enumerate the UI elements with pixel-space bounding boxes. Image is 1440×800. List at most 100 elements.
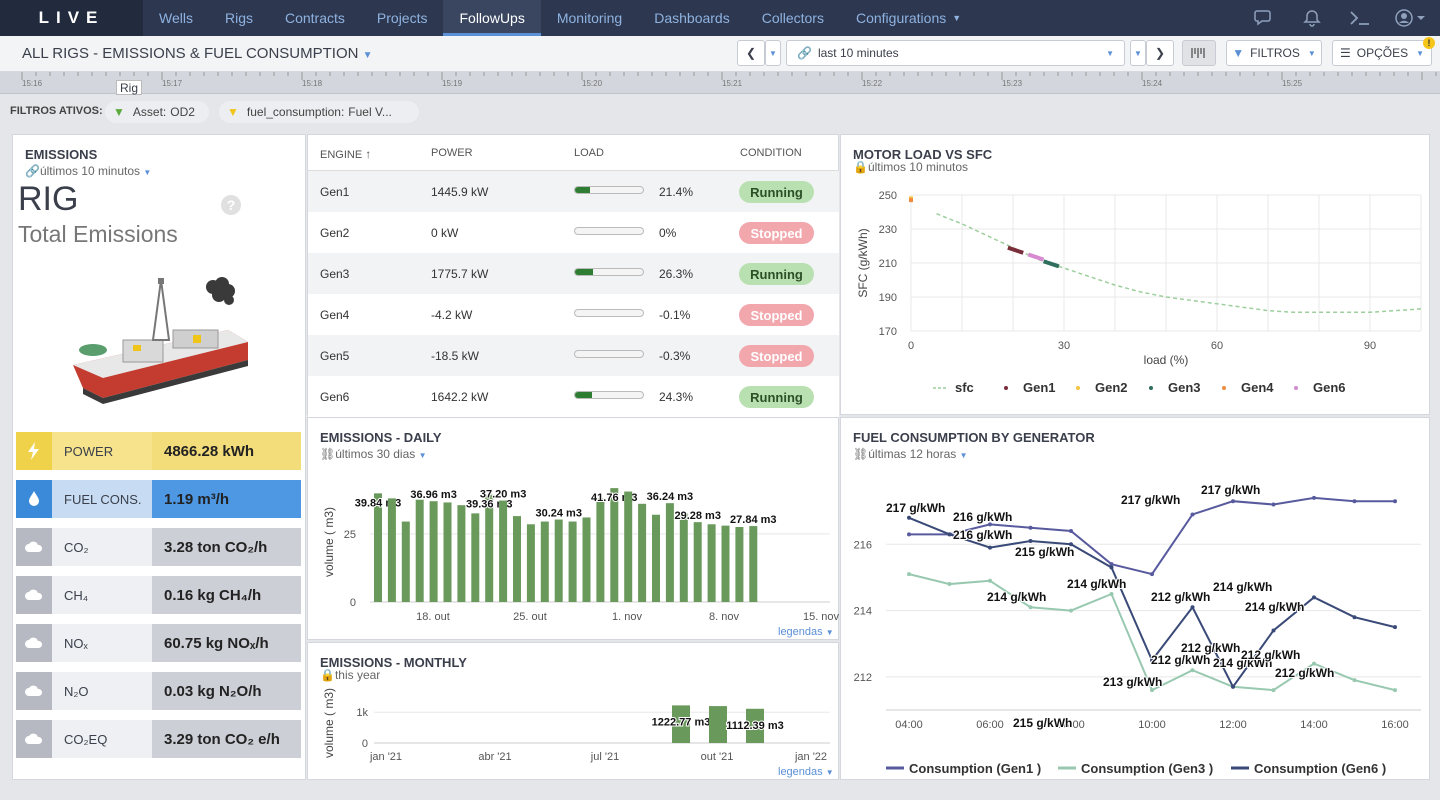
active-filters-label: FILTROS ATIVOS: [10, 105, 103, 117]
y-tick-label: 216 [854, 539, 872, 551]
engine-row[interactable]: Gen4 -4.2 kW -0.1% Stopped [308, 294, 839, 335]
x-tick-label: 1. nov [612, 611, 642, 623]
x-tick-label: 06:00 [976, 719, 1004, 731]
x-tick-label: abr '21 [478, 751, 511, 763]
emission-value: 3.28 ton CO₂/h [152, 528, 301, 566]
legend-marker [1149, 386, 1153, 390]
emission-row-co2eq: CO₂EQ 3.29 ton CO₂ e/h [16, 720, 301, 758]
fuel-series-point [1028, 605, 1033, 610]
daily-legendas[interactable]: legendas ▼ [778, 626, 834, 638]
time-range-value: last 10 minutes [817, 46, 899, 60]
daily-bar [679, 513, 688, 602]
monthly-chart: 0 1k volume ( m3) 1222.77 m3 1112.39 m3 jan '… [322, 688, 830, 763]
daily-bar [499, 500, 508, 602]
emissions-table: POWER 4866.28 kWh FUEL CONS. 1.19 m³/h C… [16, 432, 301, 762]
lock-icon: 🔒 [853, 160, 868, 174]
nav-configurations[interactable]: Configurations ▼ [840, 0, 977, 36]
condition-header[interactable]: CONDITION [740, 147, 802, 159]
y-tick-label: 210 [879, 258, 897, 270]
next-dropdown[interactable]: ▼ [1130, 40, 1146, 66]
prev-dropdown[interactable]: ▼ [765, 40, 781, 66]
timeline-label: 15:24 [1142, 79, 1163, 88]
caret-down-icon: ▼ [952, 13, 962, 23]
help-icon[interactable]: ? [221, 195, 241, 215]
fuel-series-point [1393, 499, 1397, 504]
motor-subtitle: últimos 10 minutos [867, 160, 968, 174]
engine-power: 0 kW [431, 226, 459, 240]
rig-big-label: RIG [18, 180, 79, 218]
filtros-button[interactable]: ▼ FILTROS ▼ [1226, 40, 1322, 66]
engine-row[interactable]: Gen5 -18.5 kW -0.3% Stopped [308, 335, 839, 376]
engine-row[interactable]: Gen2 0 kW 0% Stopped [308, 212, 839, 253]
daily-bar [513, 516, 521, 602]
nav-rigs[interactable]: Rigs [224, 10, 253, 26]
engine-row[interactable]: Gen3 1775.7 kW 26.3% Running [308, 253, 839, 294]
page-header: ALL RIGS - EMISSIONS & FUEL CONSUMPTION … [0, 36, 1440, 72]
timeline[interactable]: 15:16 15:17 15:18 15:19 15:20 15:21 15:2… [0, 72, 1440, 95]
next-button[interactable]: ❯ [1146, 40, 1174, 66]
filter-chip-fuel[interactable]: ▼ fuel_consumption: Fuel V... [219, 101, 419, 123]
nav-monitoring[interactable]: Monitoring [556, 10, 623, 26]
filter-chip-asset[interactable]: ▼ Asset: OD2 [105, 101, 209, 123]
filter-chip-key: fuel_consumption: [246, 105, 345, 119]
legend-marker [1076, 386, 1080, 390]
fuel-subtitle-wrap[interactable]: ⛓últimas 12 horas ▼ [853, 447, 968, 461]
load-bar [574, 350, 644, 358]
engine-header[interactable]: ENGINE ↑ [320, 147, 371, 161]
fuel-series-point [1352, 499, 1357, 504]
fuel-data-label: 215 g/kWh [1013, 716, 1072, 730]
engine-load: 21.4% [659, 185, 694, 199]
nav-contracts[interactable]: Contracts [284, 10, 345, 26]
logo[interactable]: LIVE [0, 0, 143, 36]
sfc-line [936, 213, 1422, 314]
legend-label: Gen6 [1313, 380, 1346, 395]
engine-row[interactable]: Gen6 1642.2 kW 24.3% Running [308, 376, 839, 417]
daily-bar [540, 521, 549, 602]
legendas-label: legendas [778, 766, 823, 778]
warning-icon[interactable]: ! [1423, 37, 1435, 49]
monthly-legendas[interactable]: legendas ▼ [778, 766, 834, 778]
page-title[interactable]: ALL RIGS - EMISSIONS & FUEL CONSUMPTION … [22, 45, 373, 62]
x-tick-label: 25. out [513, 611, 547, 623]
series-segment-gen3 [1042, 259, 1060, 269]
nav-collectors[interactable]: Collectors [761, 10, 824, 26]
power-header[interactable]: POWER [431, 147, 473, 159]
timeline-toggle-button[interactable] [1182, 40, 1216, 66]
time-range-select[interactable]: 🔗 last 10 minutes ▼ [786, 40, 1125, 66]
nav-configurations-label: Configurations [855, 10, 947, 26]
emissions-subtitle-wrap[interactable]: 🔗últimos 10 minutos ▼ [25, 164, 151, 178]
fuel-data-label: 214 g/kWh [987, 590, 1046, 604]
nav-wells[interactable]: Wells [159, 10, 193, 26]
x-tick-label: 8. nov [709, 611, 739, 623]
fuel-data-label: 212 g/kWh [1241, 648, 1300, 662]
terminal-icon[interactable] [1336, 0, 1384, 36]
caret-down-icon: ▼ [1416, 48, 1425, 58]
fuel-data-label: 217 g/kWh [1121, 493, 1180, 507]
fuel-data-label: 216 g/kWh [953, 528, 1012, 542]
link-icon: 🔗 [797, 46, 812, 60]
nav-dashboards[interactable]: Dashboards [654, 10, 730, 26]
engine-name: Gen1 [320, 185, 350, 199]
x-tick-label: 12:00 [1219, 719, 1247, 731]
nav-followups[interactable]: FollowUps [443, 0, 541, 36]
engine-row[interactable]: Gen1 1445.9 kW 21.4% Running [308, 171, 839, 212]
bell-icon[interactable] [1288, 0, 1336, 36]
fuel-series-point [1352, 678, 1357, 683]
prev-button[interactable]: ❮ [737, 40, 765, 66]
legendas-label: legendas [778, 626, 823, 638]
fuel-data-label: 214 g/kWh [1213, 580, 1272, 594]
monthly-panel: EMISSIONS - MONTHLY 🔒this year 0 1k volume… [307, 642, 839, 780]
load-header[interactable]: LOAD [574, 147, 604, 159]
chat-icon[interactable] [1240, 0, 1288, 36]
user-menu-icon[interactable] [1384, 0, 1440, 36]
legend-label: Gen3 [1168, 380, 1201, 395]
fuel-series-point [1190, 512, 1195, 517]
nav-projects[interactable]: Projects [376, 10, 428, 26]
caret-down-icon: ▼ [1106, 48, 1114, 58]
engine-power: 1642.2 kW [431, 390, 489, 404]
daily-subtitle-wrap[interactable]: ⛓últimos 30 dias ▼ [320, 447, 427, 461]
opcoes-button[interactable]: ☰ OPÇÕES ▼ [1332, 40, 1432, 66]
monthly-data-label: 1112.39 m3 [726, 720, 784, 732]
engine-load: 26.3% [659, 267, 694, 281]
